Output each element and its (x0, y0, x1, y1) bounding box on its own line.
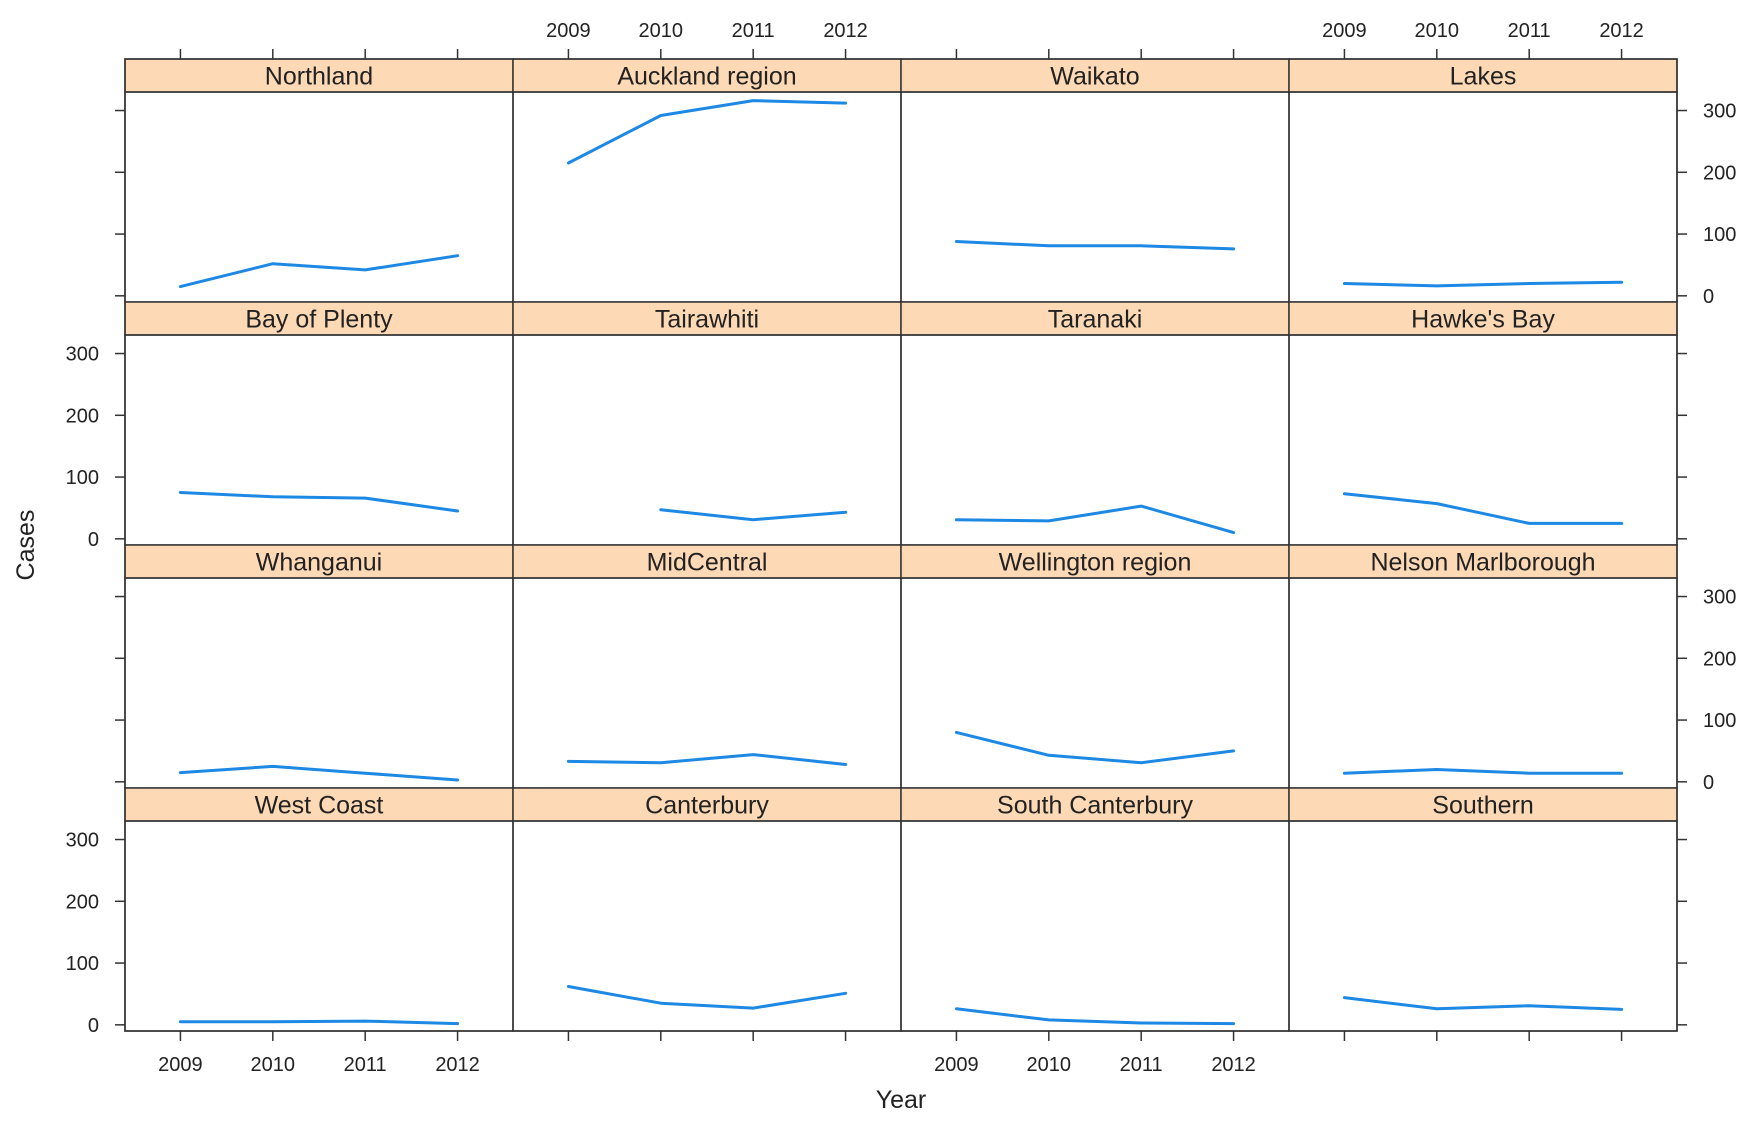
y-tick-label: 0 (88, 1015, 99, 1037)
x-tick-label: 2009 (934, 1054, 979, 1076)
y-tick-label: 200 (66, 405, 99, 427)
x-tick-label: 2011 (1508, 20, 1551, 42)
panel-frame (1288, 91, 1678, 303)
outer-frame (124, 58, 1678, 1032)
panel-title: Southern (1432, 792, 1533, 820)
x-tick-label: 2011 (344, 1054, 387, 1076)
series-line-midcentral (566, 753, 848, 766)
panel-title: Nelson Marlborough (1370, 549, 1595, 577)
x-tick-label: 2012 (1211, 1054, 1256, 1076)
panel-title: Bay of Plenty (245, 306, 393, 334)
y-tick-label: 100 (66, 953, 99, 975)
series-line-whanganui (178, 764, 460, 782)
panel-title: Auckland region (617, 63, 796, 91)
series-line-wellington-region (954, 730, 1236, 765)
y-tick-label: 300 (1703, 101, 1736, 123)
x-tick-label: 2012 (1599, 20, 1644, 42)
y-tick-label: 0 (88, 529, 99, 551)
series-line-southern (1342, 996, 1624, 1011)
series-line-lakes (1342, 280, 1624, 288)
panel-strip (1288, 544, 1678, 579)
x-tick-label: 2011 (732, 20, 775, 42)
y-tick-label: 300 (66, 344, 99, 366)
panel-title: Canterbury (645, 792, 769, 820)
x-tick-label: 2012 (823, 20, 868, 42)
panel-frame (512, 91, 902, 303)
panel-frame (124, 91, 514, 303)
panel-title: Tairawhiti (655, 306, 759, 334)
panel-strip (900, 544, 1290, 579)
y-tick-label: 0 (1703, 772, 1714, 794)
x-tick-label: 2011 (1120, 1054, 1163, 1076)
series-line-auckland-region (566, 99, 848, 165)
panel-title: Wellington region (999, 549, 1192, 577)
panel-strip (512, 544, 902, 579)
x-tick-label: 2010 (1415, 20, 1460, 42)
series-line-waikato (954, 240, 1236, 251)
panel-frame (900, 577, 1290, 789)
panel-title: Taranaki (1048, 306, 1143, 334)
x-tick-label: 2012 (435, 1054, 480, 1076)
y-tick-label: 300 (1703, 587, 1736, 609)
x-tick-label: 2009 (546, 20, 591, 42)
x-tick-label: 2009 (1322, 20, 1367, 42)
x-tick-label: 2010 (639, 20, 684, 42)
y-tick-label: 100 (1703, 710, 1736, 732)
panel-strip (512, 787, 902, 822)
series-line-nelson-marlborough (1342, 768, 1624, 775)
panel-title: Lakes (1450, 63, 1517, 91)
panel-frame (1288, 577, 1678, 789)
x-tick-label: 2010 (1027, 1054, 1072, 1076)
panel-frame (900, 820, 1290, 1032)
x-tick-label: 2010 (251, 1054, 296, 1076)
panel-frame (124, 334, 514, 546)
series-line-south-canterbury (954, 1007, 1236, 1026)
panel-title: Waikato (1050, 63, 1139, 91)
panel-title: Hawke's Bay (1411, 306, 1555, 334)
panel-strip (900, 301, 1290, 336)
series-line-west-coast (178, 1019, 460, 1026)
panel-frame (512, 577, 902, 789)
series-line-canterbury (566, 985, 848, 1010)
series-line-hawke-s-bay (1342, 492, 1624, 525)
panel-frame (124, 820, 514, 1032)
series-line-northland (178, 254, 460, 289)
y-tick-label: 100 (66, 467, 99, 489)
series-line-bay-of-plenty (178, 491, 460, 513)
panel-frame (1288, 820, 1678, 1032)
panel-frame (900, 91, 1290, 303)
y-tick-label: 200 (1703, 162, 1736, 184)
y-tick-label: 100 (1703, 224, 1736, 246)
y-tick-label: 200 (1703, 648, 1736, 670)
panel-strip (124, 544, 514, 579)
panel-frame (124, 577, 514, 789)
panel-frame (512, 820, 902, 1032)
panel-strip (512, 58, 902, 93)
y-tick-label: 200 (66, 891, 99, 913)
panel-title: MidCentral (647, 549, 768, 577)
panel-strip (512, 301, 902, 336)
panel-title: West Coast (255, 792, 384, 820)
y-axis-title: Cases (12, 510, 40, 581)
x-tick-label: 2009 (158, 1054, 203, 1076)
series-line-tairawhiti (659, 508, 848, 522)
x-axis-title: Year (876, 1086, 927, 1114)
panel-title: Whanganui (256, 549, 382, 577)
panel-title: Northland (265, 63, 373, 91)
series-line-taranaki (954, 504, 1236, 535)
y-tick-label: 0 (1703, 286, 1714, 308)
panel-title: South Canterbury (997, 792, 1193, 820)
y-tick-label: 300 (66, 830, 99, 852)
